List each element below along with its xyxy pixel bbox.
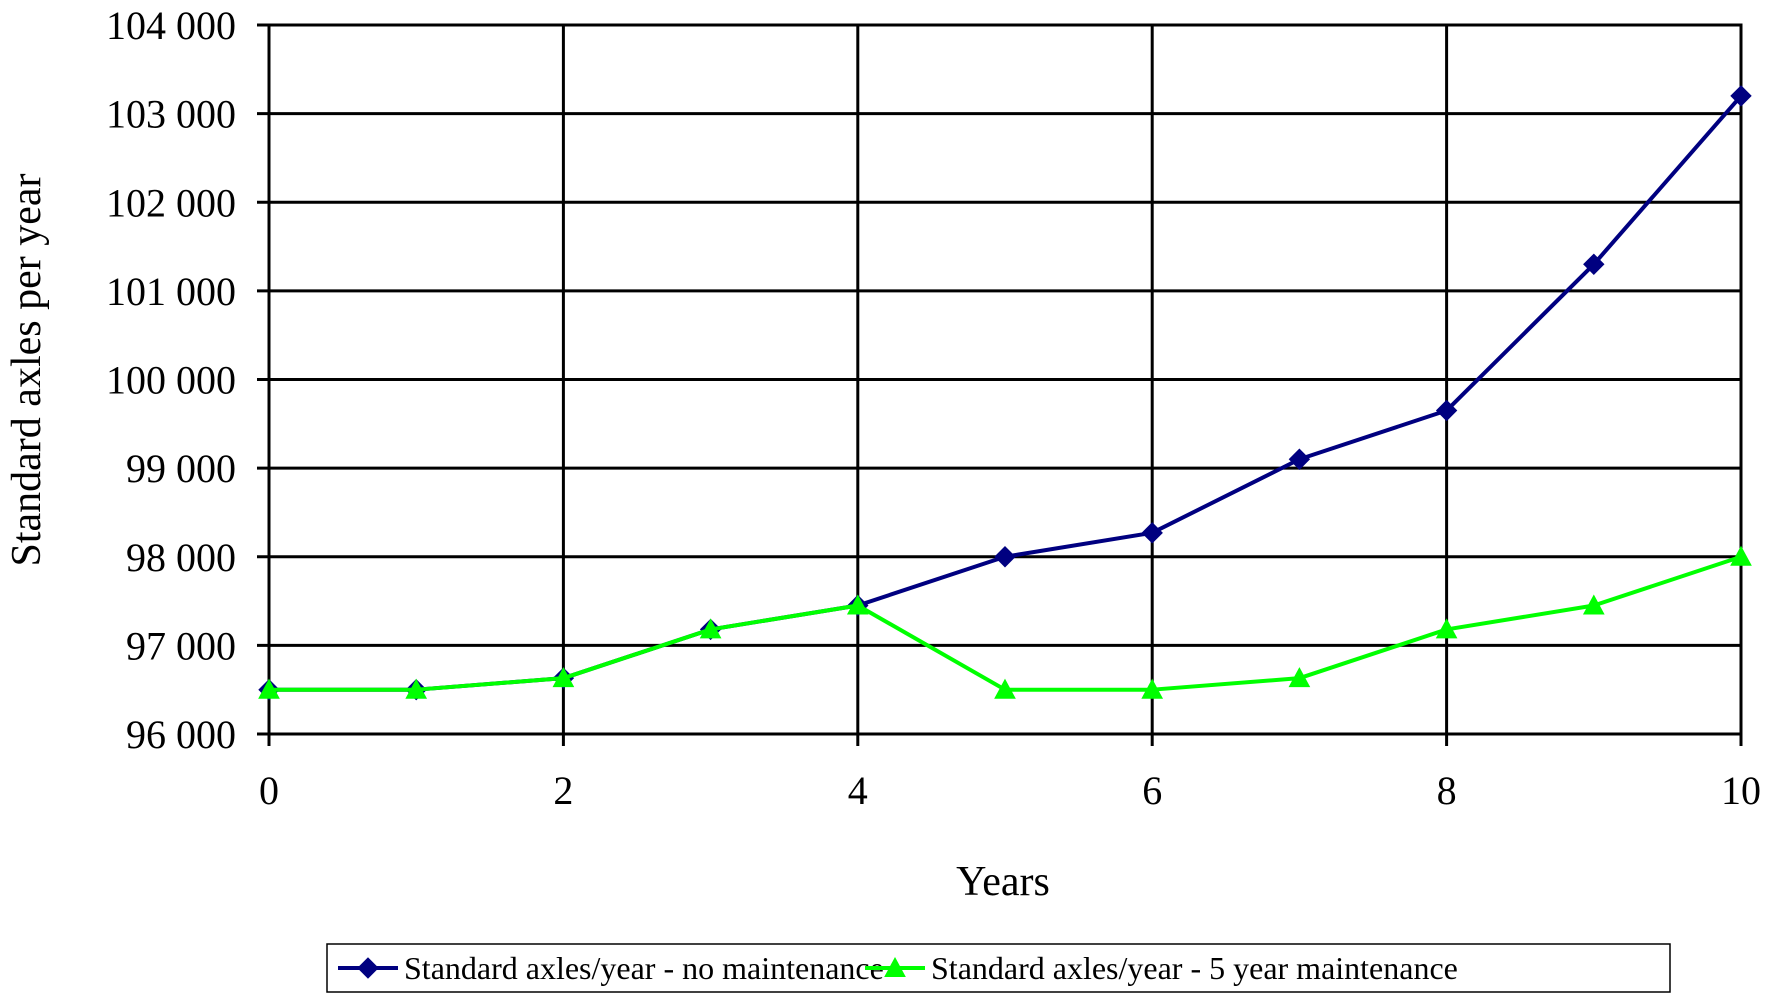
- data-point-diamond: [1141, 522, 1163, 544]
- x-tick-label: 8: [1437, 768, 1457, 813]
- y-tick-label: 104 000: [106, 3, 236, 48]
- data-point-triangle: [552, 667, 575, 688]
- y-tick-label: 98 000: [126, 535, 236, 580]
- y-tick-label: 101 000: [106, 269, 236, 314]
- data-point-diamond: [1730, 85, 1752, 107]
- series-no-maintenance: [258, 85, 1752, 701]
- data-point-diamond: [1288, 448, 1311, 470]
- data-point-diamond: [1435, 399, 1458, 422]
- data-point-triangle: [846, 594, 869, 615]
- data-point-triangle: [1582, 594, 1605, 615]
- data-point-triangle: [405, 678, 428, 699]
- y-axis-tick-labels: 96 000 97 000 98 000 99 000 100 000 101 000 10…: [106, 3, 236, 757]
- data-point-triangle: [1435, 618, 1458, 639]
- legend-label: Standard axles/year - no maintenance: [404, 950, 884, 986]
- data-point-triangle: [1730, 545, 1752, 566]
- y-tick-label: 97 000: [126, 623, 236, 668]
- series-line: [269, 94, 1743, 692]
- data-point-triangle: [258, 678, 280, 699]
- grid-lines: [257, 23, 1743, 746]
- data-point-triangle: [699, 618, 722, 639]
- y-tick-label: 96 000: [126, 712, 236, 757]
- data-point-diamond: [1583, 253, 1605, 275]
- data-point-triangle: [1141, 678, 1164, 699]
- x-tick-label: 10: [1721, 768, 1761, 813]
- legend-entry-no-maintenance: Standard axles/year - no maintenance: [338, 950, 884, 986]
- data-point-diamond: [994, 546, 1016, 568]
- legend-label: Standard axles/year - 5 year maintenance: [931, 950, 1458, 986]
- series-lines: [258, 85, 1752, 701]
- x-axis-tick-labels: 0 2 4 6 8 10: [259, 768, 1761, 813]
- y-tick-label: 100 000: [106, 358, 236, 403]
- y-axis-title: Standard axles per year: [4, 173, 50, 566]
- x-tick-label: 4: [848, 768, 868, 813]
- y-tick-label: 99 000: [126, 446, 236, 491]
- y-tick-label: 102 000: [106, 180, 236, 225]
- plot-area-frame: [267, 23, 1743, 736]
- legend-entry-5-year-maintenance: Standard axles/year - 5 year maintenance: [865, 950, 1458, 986]
- x-tick-label: 0: [259, 768, 279, 813]
- legend-box: [326, 943, 1671, 993]
- y-tick-label: 103 000: [106, 92, 236, 137]
- data-point-triangle: [994, 678, 1016, 699]
- series-5-year-maintenance: [258, 545, 1752, 699]
- x-tick-label: 2: [553, 768, 573, 813]
- series-line: [269, 554, 1742, 692]
- legend-marker: [357, 957, 379, 979]
- legend: Standard axles/year - no maintenance Stan…: [326, 943, 1671, 993]
- x-tick-label: 6: [1142, 768, 1162, 813]
- data-point-triangle: [1288, 667, 1311, 688]
- x-axis-title: Years: [956, 859, 1050, 905]
- legend-marker: [884, 956, 906, 977]
